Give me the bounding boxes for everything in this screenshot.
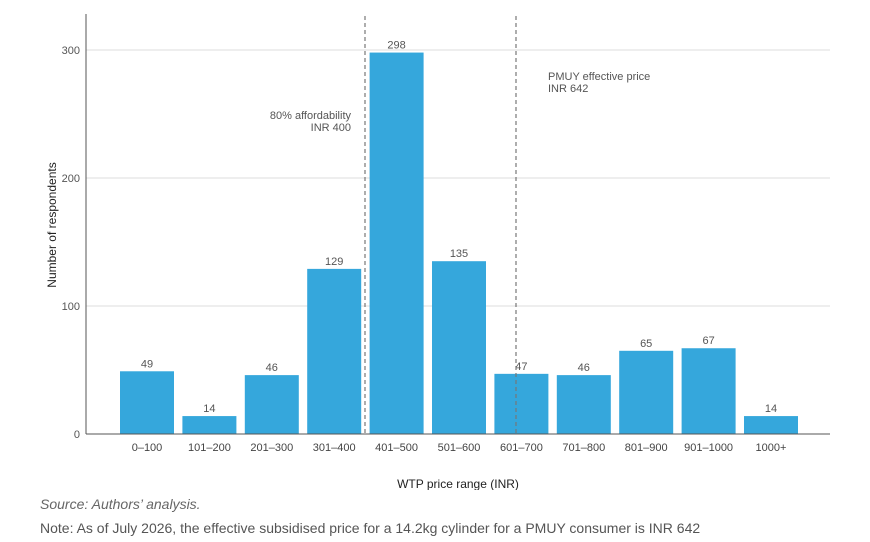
bar — [681, 348, 736, 434]
y-tick-label: 300 — [62, 45, 80, 57]
x-tick-label: 701–800 — [562, 442, 605, 454]
source-note: Source: Authors’ analysis. — [40, 496, 201, 512]
data-label: 65 — [640, 338, 652, 350]
bar — [244, 375, 299, 434]
x-axis-title: WTP price range (INR) — [397, 477, 519, 490]
bar-chart: 0 100 200 300 49 14 46 129 298 135 47 46 65 67 14 0–1… — [45, 14, 830, 490]
data-label: 14 — [765, 403, 777, 415]
x-tick-label: 201–300 — [250, 442, 293, 454]
bar — [182, 416, 237, 434]
footnote: Note: As of July 2026, the effective sub… — [40, 520, 701, 536]
y-tick-label: 0 — [74, 429, 80, 441]
reference-annotation: INR 642 — [548, 83, 588, 95]
data-label: 46 — [578, 362, 590, 374]
y-axis-ticks: 0 100 200 300 — [62, 45, 80, 441]
x-tick-label: 0–100 — [132, 442, 163, 454]
data-label: 129 — [325, 256, 343, 268]
reference-annotation: INR 400 — [311, 122, 351, 134]
data-labels: 49 14 46 129 298 135 47 46 65 67 14 — [141, 40, 777, 416]
x-tick-label: 401–500 — [375, 442, 418, 454]
data-label: 135 — [450, 248, 468, 260]
data-label: 46 — [266, 362, 278, 374]
x-tick-label: 501–600 — [438, 442, 481, 454]
x-tick-label: 601–700 — [500, 442, 543, 454]
reference-annotation: PMUY effective price — [548, 71, 650, 83]
bar — [494, 373, 549, 434]
bar — [369, 52, 424, 435]
y-tick-label: 200 — [62, 173, 80, 185]
bar — [307, 268, 362, 434]
bar — [744, 416, 798, 434]
data-label: 14 — [203, 403, 215, 415]
bar — [432, 261, 486, 434]
data-label: 298 — [387, 40, 405, 52]
bar — [619, 350, 674, 434]
data-label: 67 — [702, 335, 714, 347]
x-tick-label: 1000+ — [756, 442, 787, 454]
x-axis-ticks: 0–100 101–200 201–300 301–400 401–500 501–600… — [132, 442, 787, 454]
bars — [120, 52, 798, 435]
x-tick-label: 301–400 — [313, 442, 356, 454]
data-label: 49 — [141, 358, 153, 370]
x-tick-label: 901–1000 — [684, 442, 733, 454]
reference-annotation: 80% affordability — [270, 110, 352, 122]
x-tick-label: 101–200 — [188, 442, 231, 454]
y-axis-title: Number of respondents — [45, 162, 59, 287]
y-tick-label: 100 — [62, 301, 80, 313]
x-tick-label: 801–900 — [625, 442, 668, 454]
bar — [120, 371, 174, 434]
bar — [556, 375, 611, 434]
data-label: 47 — [515, 361, 527, 373]
